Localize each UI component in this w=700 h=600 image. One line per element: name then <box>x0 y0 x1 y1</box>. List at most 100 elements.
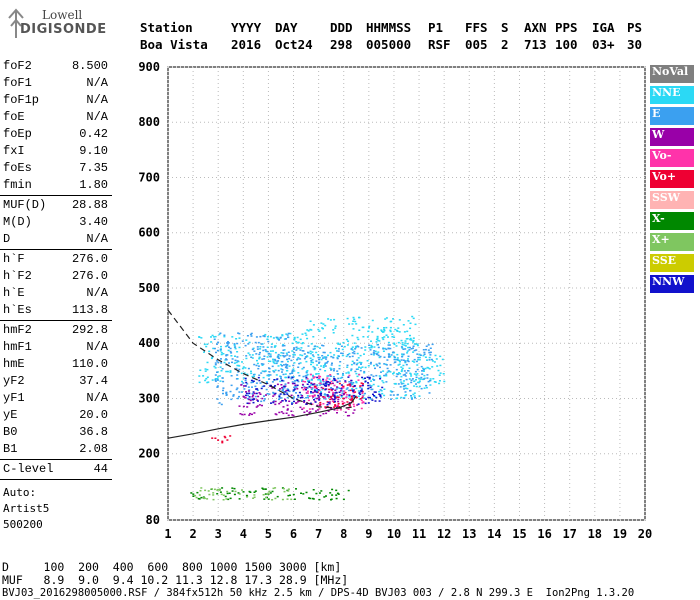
echo-point <box>410 395 412 397</box>
echo-point <box>277 357 280 359</box>
echo-point <box>245 355 248 357</box>
echo-point <box>229 370 232 372</box>
echo-point <box>338 355 340 358</box>
echo-point <box>294 384 297 386</box>
logo-digisonde: DIGISONDE <box>20 22 107 37</box>
echo-point <box>327 385 330 387</box>
echo-point <box>258 356 261 359</box>
echo-point <box>382 370 385 372</box>
echo-point <box>285 333 288 335</box>
echo-point <box>273 362 276 365</box>
echo-point <box>297 366 300 368</box>
echo-point <box>410 396 413 399</box>
echo-point <box>348 414 351 417</box>
echo-point <box>424 348 427 351</box>
echo-point <box>318 361 321 363</box>
echo-point <box>302 380 305 383</box>
echo-point <box>248 354 251 356</box>
param-name: fxI <box>3 144 25 158</box>
echo-point <box>280 368 283 370</box>
echo-point <box>350 397 353 399</box>
echo-point <box>225 391 228 394</box>
echo-point <box>192 495 195 497</box>
echo-point <box>404 340 407 342</box>
echo-point <box>261 364 264 366</box>
echo-point <box>274 369 277 371</box>
echo-point <box>286 409 289 411</box>
echo-point <box>407 370 409 372</box>
echo-point <box>243 385 245 387</box>
echo-point <box>309 320 312 322</box>
echo-point <box>311 358 314 361</box>
echo-point <box>346 415 349 417</box>
echo-point <box>224 345 227 348</box>
echo-point <box>374 367 376 370</box>
echo-point <box>423 378 425 380</box>
echo-point <box>272 487 275 490</box>
echo-point <box>376 327 379 330</box>
echo-point <box>277 389 280 391</box>
echo-point <box>438 382 441 385</box>
echo-point <box>413 392 416 394</box>
echo-point <box>293 347 296 349</box>
echo-point <box>318 389 321 392</box>
echo-point <box>348 396 351 398</box>
echo-point <box>278 398 280 401</box>
echo-point <box>405 372 408 374</box>
echo-point <box>353 409 356 411</box>
echo-point <box>287 360 289 363</box>
echo-point <box>214 379 217 381</box>
echo-point <box>214 367 217 369</box>
echo-point <box>287 336 290 339</box>
echo-point <box>224 436 227 439</box>
echo-point <box>292 397 295 400</box>
echo-point <box>368 327 370 329</box>
echo-point <box>408 349 411 351</box>
echo-point <box>253 496 256 498</box>
echo-point <box>319 414 322 417</box>
echo-point <box>335 489 338 492</box>
x-tick-label: 14 <box>487 527 501 541</box>
echo-point <box>279 354 282 357</box>
echo-point <box>353 396 356 398</box>
echo-point <box>261 385 264 388</box>
echo-point <box>312 391 315 394</box>
echo-point <box>212 494 215 496</box>
echo-point <box>258 392 261 394</box>
echo-point <box>236 342 239 345</box>
echo-point <box>243 413 246 416</box>
echo-point <box>272 360 275 362</box>
echo-point <box>273 346 276 348</box>
echo-point <box>327 381 330 383</box>
param-value: 0.42 <box>79 127 108 141</box>
echo-point <box>335 497 338 500</box>
echo-point <box>361 395 364 397</box>
echo-point <box>318 378 321 381</box>
echo-point <box>341 354 344 357</box>
echo-point <box>274 497 277 500</box>
echo-point <box>312 377 315 379</box>
echo-point <box>313 395 316 397</box>
echo-point <box>297 396 300 398</box>
echo-point <box>261 397 264 400</box>
echo-point <box>225 354 228 357</box>
echo-point <box>246 402 249 404</box>
echo-point <box>213 488 216 491</box>
echo-point <box>285 370 288 372</box>
echo-point <box>338 380 341 382</box>
header-row2-cell: 2016 <box>231 37 262 52</box>
echo-point <box>322 380 325 383</box>
echo-point <box>288 355 291 357</box>
legend-item: Vo- <box>650 149 694 167</box>
echo-point <box>389 330 392 333</box>
echo-point <box>253 350 256 352</box>
echo-point <box>367 382 369 384</box>
echo-point <box>421 378 424 381</box>
echo-point <box>264 488 267 490</box>
echo-point <box>415 379 417 381</box>
echo-point <box>413 361 416 363</box>
echo-point <box>408 346 411 349</box>
echo-point <box>355 380 358 383</box>
param-name: h`F2 <box>3 269 32 283</box>
echo-point <box>360 407 363 410</box>
